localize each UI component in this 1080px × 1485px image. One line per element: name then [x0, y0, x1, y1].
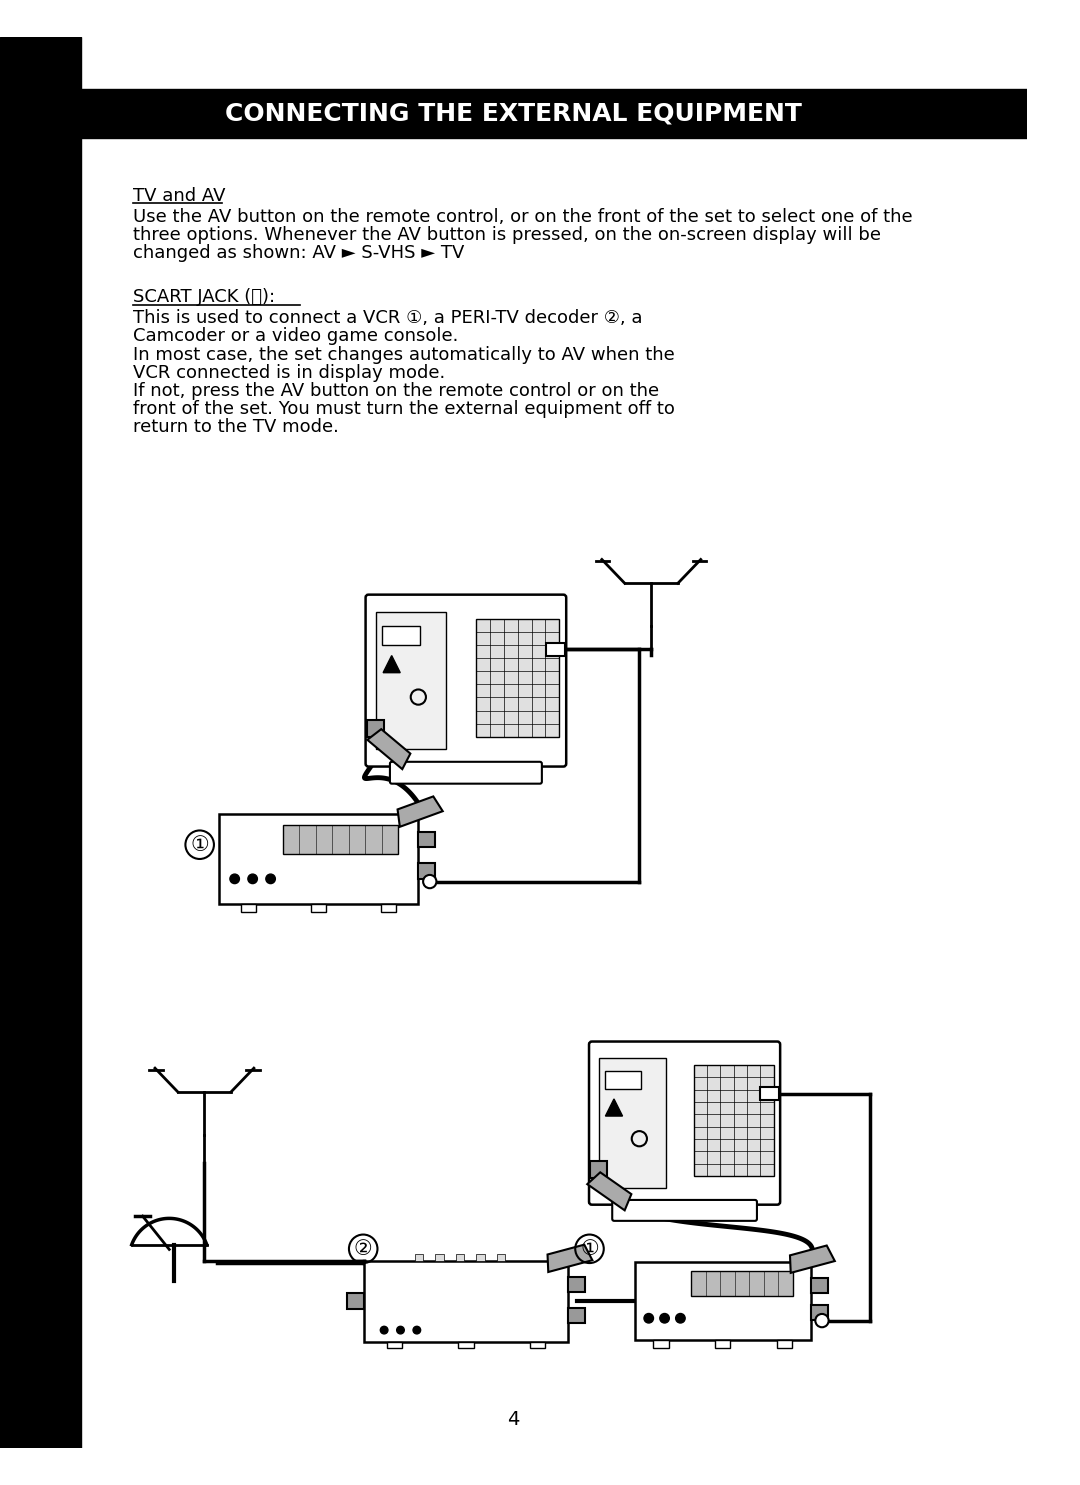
- Bar: [777, 1339, 792, 1348]
- Polygon shape: [789, 1246, 835, 1273]
- Bar: [653, 1339, 669, 1348]
- Text: front of the set. You must turn the external equipment off to: front of the set. You must turn the exte…: [133, 399, 675, 417]
- Bar: [81, 89, 1027, 138]
- Bar: [415, 1253, 423, 1261]
- Bar: [811, 1277, 827, 1293]
- Bar: [364, 1261, 568, 1341]
- Bar: [458, 1341, 473, 1348]
- Text: return to the TV mode.: return to the TV mode.: [133, 417, 339, 435]
- Bar: [476, 1253, 485, 1261]
- Circle shape: [230, 875, 240, 884]
- Bar: [693, 1065, 773, 1176]
- Circle shape: [413, 1326, 420, 1334]
- Bar: [691, 1271, 793, 1296]
- Bar: [635, 1262, 811, 1339]
- Polygon shape: [367, 729, 410, 769]
- Bar: [218, 814, 418, 904]
- Bar: [497, 1253, 505, 1261]
- Bar: [376, 612, 446, 750]
- FancyBboxPatch shape: [612, 1200, 757, 1221]
- Polygon shape: [606, 1099, 622, 1117]
- Text: changed as shown: AV ► S-VHS ► TV: changed as shown: AV ► S-VHS ► TV: [133, 244, 464, 261]
- Bar: [347, 1293, 364, 1308]
- Circle shape: [248, 875, 257, 884]
- Text: In most case, the set changes automatically to AV when the: In most case, the set changes automatica…: [133, 346, 675, 364]
- Bar: [568, 1277, 585, 1292]
- Bar: [311, 904, 326, 912]
- Bar: [811, 1305, 827, 1320]
- Bar: [366, 720, 383, 738]
- Circle shape: [423, 875, 436, 888]
- Text: This is used to connect a VCR ①, a PERI-TV decoder ②, a: This is used to connect a VCR ①, a PERI-…: [133, 309, 643, 327]
- Circle shape: [660, 1314, 670, 1323]
- Bar: [568, 1308, 585, 1323]
- Text: If not, press the AV button on the remote control or on the: If not, press the AV button on the remot…: [133, 382, 659, 399]
- Text: Use the AV button on the remote control, or on the front of the set to select on: Use the AV button on the remote control,…: [133, 208, 913, 226]
- Polygon shape: [383, 655, 401, 673]
- Text: CONNECTING THE EXTERNAL EQUIPMENT: CONNECTING THE EXTERNAL EQUIPMENT: [225, 101, 801, 126]
- Bar: [760, 1087, 779, 1100]
- FancyBboxPatch shape: [366, 594, 566, 766]
- Text: ②: ②: [354, 1238, 373, 1259]
- Bar: [605, 1071, 642, 1090]
- Polygon shape: [588, 1172, 632, 1210]
- Text: TV and AV: TV and AV: [133, 187, 226, 205]
- FancyBboxPatch shape: [390, 762, 542, 784]
- Text: VCR connected is in display mode.: VCR connected is in display mode.: [133, 364, 445, 382]
- Circle shape: [396, 1326, 404, 1334]
- Bar: [381, 904, 396, 912]
- Polygon shape: [397, 796, 443, 827]
- Text: SCART JACK (⦿):: SCART JACK (⦿):: [133, 288, 275, 306]
- Bar: [590, 1161, 607, 1178]
- Text: three options. Whenever the AV button is pressed, on the on-screen display will : three options. Whenever the AV button is…: [133, 226, 881, 244]
- Polygon shape: [548, 1244, 592, 1273]
- Bar: [599, 1059, 666, 1188]
- Circle shape: [676, 1314, 685, 1323]
- Bar: [382, 625, 420, 644]
- Bar: [241, 904, 256, 912]
- Text: Camcoder or a video game console.: Camcoder or a video game console.: [133, 328, 459, 346]
- Circle shape: [644, 1314, 653, 1323]
- Text: ①: ①: [580, 1238, 599, 1259]
- Bar: [418, 863, 435, 879]
- Bar: [530, 1341, 545, 1348]
- Bar: [0, 37, 81, 1448]
- Circle shape: [380, 1326, 388, 1334]
- Text: 4: 4: [508, 1411, 519, 1430]
- Bar: [283, 824, 399, 854]
- FancyBboxPatch shape: [589, 1041, 780, 1204]
- Bar: [387, 1341, 402, 1348]
- Bar: [435, 1253, 444, 1261]
- Bar: [715, 1339, 730, 1348]
- Bar: [475, 619, 559, 737]
- Circle shape: [266, 875, 275, 884]
- Bar: [546, 643, 565, 656]
- Bar: [456, 1253, 464, 1261]
- Circle shape: [815, 1314, 828, 1328]
- Text: ①: ①: [190, 835, 210, 855]
- Bar: [418, 832, 435, 846]
